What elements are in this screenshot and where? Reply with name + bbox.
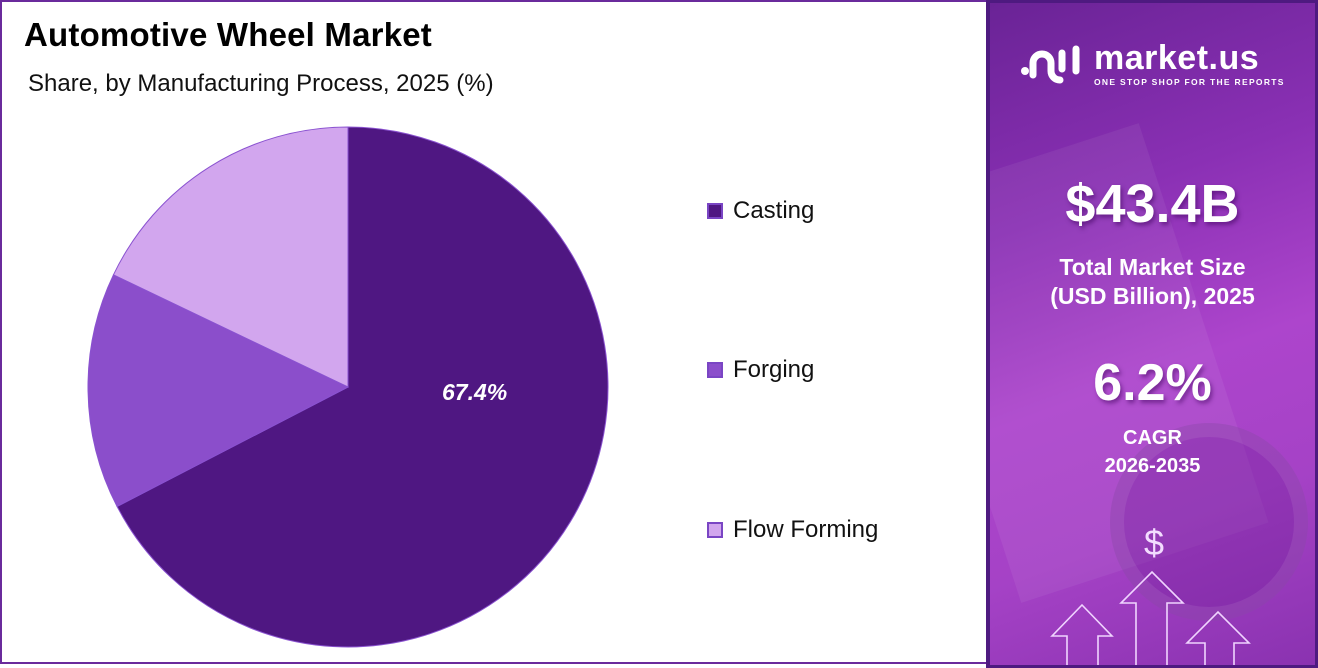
chart-panel: Automotive Wheel Market Share, by Manufa… (0, 0, 986, 664)
chart-title: Automotive Wheel Market (24, 16, 432, 53)
market-us-logo-icon (1021, 45, 1080, 84)
growth-arrows-svg: $ (1050, 522, 1251, 665)
brand-logo: market.us ONE STOP SHOP FOR THE REPORTS (1020, 41, 1285, 87)
legend-swatch-casting (707, 203, 723, 219)
legend-label: Forging (733, 356, 815, 383)
pie-svg (87, 126, 609, 648)
logo-name: market.us (1094, 39, 1260, 77)
logo-tagline: ONE STOP SHOP FOR THE REPORTS (1094, 77, 1285, 87)
market-size-value: $43.4B (1065, 174, 1240, 234)
chart-subtitle: Share, by Manufacturing Process, 2025 (%… (28, 70, 494, 97)
legend-item-flow-forming: Flow Forming (707, 516, 878, 544)
dollar-icon: $ (1144, 522, 1164, 563)
cagr-label: CAGR 2026-2035 (990, 424, 1315, 480)
casting-slice-label: 67.4% (442, 379, 508, 405)
summary-sidebar: market.us ONE STOP SHOP FOR THE REPORTS … (986, 0, 1318, 668)
cagr-label-line2: 2026-2035 (1104, 455, 1201, 477)
market-size-label-line1: Total Market Size (1059, 254, 1246, 280)
pie-slice-flow-forming (112, 126, 349, 388)
pie-slice-casting (116, 126, 609, 648)
growth-arrows-icon: $ (990, 518, 1315, 665)
legend-item-forging: Forging (707, 356, 814, 384)
market-size-label: Total Market Size (USD Billion), 2025 (990, 253, 1315, 311)
legend-swatch-flow-forming (707, 522, 723, 538)
legend-item-casting: Casting (707, 197, 814, 225)
cagr-label-line1: CAGR (1123, 427, 1182, 449)
legend-label: Casting (733, 197, 815, 224)
pie-chart (86, 125, 610, 649)
market-size-label-line2: (USD Billion), 2025 (1050, 283, 1255, 309)
cagr-value: 6.2% (1093, 354, 1212, 412)
pie-slice-forging (87, 274, 350, 508)
legend-label: Flow Forming (733, 516, 879, 543)
legend-swatch-forging (707, 362, 723, 378)
